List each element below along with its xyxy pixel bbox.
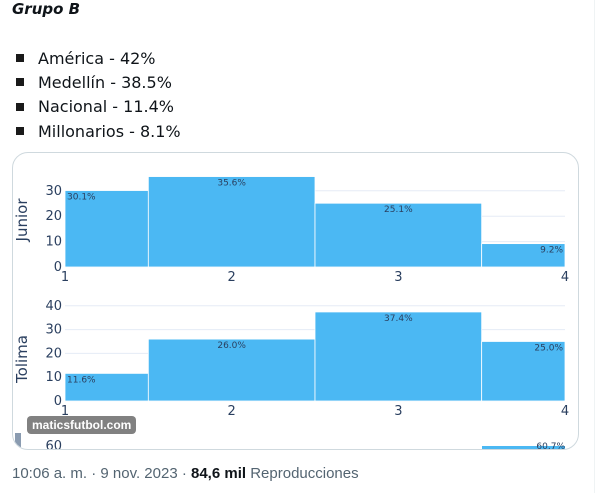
- chart-bar: [64, 190, 149, 268]
- y-tick-label: 20: [45, 346, 62, 361]
- cropped-axis-title: [15, 433, 21, 447]
- views-label: Reproducciones: [246, 465, 359, 482]
- chart-bar: [64, 372, 149, 402]
- chart-bar: [481, 243, 566, 268]
- y-tick-label: 30: [45, 184, 62, 199]
- data-label: 30.1%: [67, 193, 96, 203]
- y-tick-label: 10: [45, 235, 62, 250]
- post-heading: Grupo B: [12, 0, 81, 18]
- chart-bar: [147, 338, 316, 402]
- y-tick-label: 0: [54, 260, 62, 275]
- y-tick-label: 30: [45, 323, 62, 338]
- list-item: Medellín - 38.5%: [16, 70, 181, 94]
- x-tick-label: 1: [61, 404, 69, 419]
- chart-bar: [314, 311, 483, 402]
- x-tick-label: 3: [394, 270, 402, 285]
- x-tick-label: 4: [561, 270, 569, 285]
- x-tick-label: 3: [394, 404, 402, 419]
- post-meta: 10:06 a. m. · 9 nov. 2023 · 84,6 mil Rep…: [12, 465, 359, 482]
- list-item-label: Nacional - 11.4%: [38, 97, 174, 117]
- data-label: 60.7%: [536, 442, 565, 449]
- data-label: 26.0%: [217, 341, 246, 351]
- x-tick-label: 1: [61, 270, 69, 285]
- data-label: 25.1%: [384, 205, 413, 215]
- x-tick-label: 2: [228, 270, 236, 285]
- y-axis-title: Tolima: [13, 335, 31, 384]
- media-image[interactable]: 0 10 20 30 30.1% 35.6% 25.1% 9.2% 1 2 3 4 Junior 0 10 2…: [12, 152, 579, 450]
- bullet-square-icon: [16, 54, 24, 63]
- list-item-label: Millonarios - 8.1%: [38, 121, 181, 141]
- bullet-square-icon: [16, 127, 24, 136]
- y-tick-label: 60: [45, 439, 62, 449]
- bullet-square-icon: [16, 102, 24, 111]
- y-axis-title: Junior: [13, 198, 31, 243]
- chart-bar: [482, 446, 565, 449]
- chart-bar: [147, 176, 316, 268]
- list-item: Millonarios - 8.1%: [16, 119, 181, 143]
- data-label: 9.2%: [540, 246, 563, 256]
- chart-image: 0 10 20 30 30.1% 35.6% 25.1% 9.2% 1 2 3 4 Junior 0 10 2…: [13, 176, 569, 449]
- x-tick-label: 4: [561, 404, 569, 419]
- y-tick-label: 0: [54, 394, 62, 409]
- list-item-label: América - 42%: [38, 48, 156, 68]
- prediction-list: América - 42% Medellín - 38.5% Nacional …: [16, 46, 181, 143]
- column-divider: [594, 0, 595, 493]
- y-tick-label: 20: [45, 209, 62, 224]
- data-label: 11.6%: [67, 375, 96, 385]
- list-item-label: Medellín - 38.5%: [38, 72, 172, 92]
- timestamp[interactable]: 10:06 a. m. · 9 nov. 2023 ·: [12, 465, 191, 482]
- y-tick-label: 10: [45, 370, 62, 385]
- data-label: 25.0%: [534, 343, 563, 353]
- data-label: 37.4%: [384, 314, 413, 324]
- list-item: Nacional - 11.4%: [16, 95, 181, 119]
- views-count[interactable]: 84,6 mil: [191, 465, 247, 482]
- watermark: maticsfutbol.com: [27, 416, 137, 434]
- chart-bar: [314, 202, 483, 268]
- list-item: América - 42%: [16, 46, 181, 70]
- data-label: 35.6%: [217, 179, 246, 189]
- x-tick-label: 2: [228, 404, 236, 419]
- bullet-square-icon: [16, 78, 24, 87]
- y-tick-label: 40: [45, 299, 62, 314]
- chart-bar: [481, 341, 566, 402]
